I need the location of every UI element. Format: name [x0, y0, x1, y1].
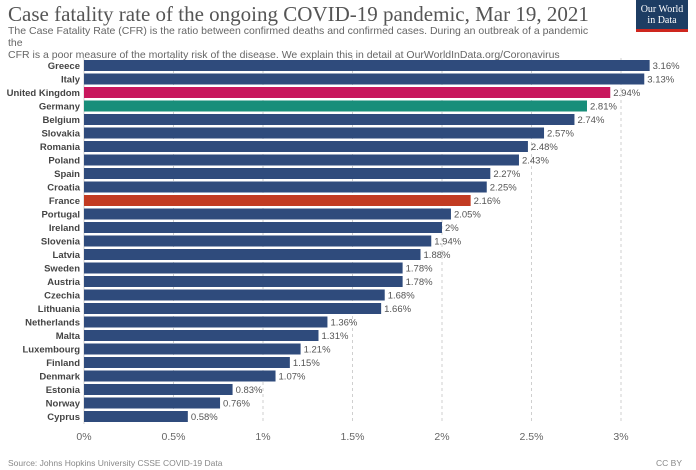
bar: [84, 343, 301, 355]
bar: [84, 370, 276, 382]
category-label: Slovakia: [41, 129, 80, 140]
value-label: 0.83%: [236, 385, 263, 396]
bar: [84, 154, 519, 166]
bar: [84, 100, 587, 112]
value-label: 0.76%: [223, 399, 250, 410]
value-label: 2.81%: [590, 102, 617, 113]
license-note: CC BY: [656, 458, 682, 468]
value-label: 1.78%: [406, 277, 433, 288]
logo-line-2: in Data: [647, 14, 677, 26]
value-label: 2.94%: [613, 88, 640, 99]
bar: [84, 303, 382, 314]
bar: [84, 262, 403, 274]
value-label: 2.16%: [474, 196, 501, 207]
category-label: Finland: [46, 358, 80, 369]
bar: [84, 181, 487, 193]
bar: [84, 168, 491, 179]
value-label: 3.13%: [647, 75, 674, 86]
value-label: 1.66%: [384, 304, 411, 315]
x-tick-label: 3%: [613, 431, 628, 443]
category-label: Croatia: [47, 183, 80, 194]
category-label: Romania: [40, 142, 81, 153]
x-tick-label: 0%: [76, 431, 91, 443]
value-label: 1.21%: [304, 345, 331, 356]
category-label: Latvia: [53, 250, 81, 261]
value-label: 1.07%: [279, 372, 306, 383]
category-label: Portugal: [41, 210, 80, 221]
value-label: 2.57%: [547, 129, 574, 140]
category-label: Cyprus: [47, 412, 80, 423]
subtitle-line-1: The Case Fatality Rate (CFR) is the rati…: [8, 25, 589, 49]
category-label: Germany: [39, 102, 81, 113]
bar: [84, 235, 432, 247]
value-label: 0.58%: [191, 412, 218, 423]
bar: [84, 60, 650, 71]
value-label: 2.48%: [531, 142, 558, 153]
bar: [84, 195, 471, 206]
category-label: Sweden: [44, 264, 80, 275]
bar: [84, 208, 451, 220]
bar: [84, 397, 221, 409]
chart-subtitle: The Case Fatality Rate (CFR) is the rati…: [8, 25, 598, 61]
category-label: France: [49, 196, 80, 207]
value-label: 2.74%: [577, 115, 604, 126]
category-label: Austria: [47, 277, 80, 288]
subtitle-line-2: CFR is a poor measure of the mortality r…: [8, 49, 560, 61]
bar: [84, 87, 611, 98]
bar: [84, 249, 421, 260]
value-label: 1.78%: [406, 264, 433, 275]
value-label: 1.36%: [330, 318, 357, 329]
category-label: Luxembourg: [22, 345, 80, 356]
bar: [84, 276, 403, 287]
source-note: Source: Johns Hopkins University CSSE CO…: [8, 458, 223, 468]
category-label: Estonia: [46, 385, 81, 396]
category-label: Denmark: [39, 372, 80, 383]
bar: [84, 411, 188, 422]
value-label: 1.94%: [434, 237, 461, 248]
x-tick-label: 2.5%: [520, 431, 544, 443]
bar: [84, 141, 528, 152]
value-label: 2.43%: [522, 156, 549, 167]
x-tick-label: 1.5%: [341, 431, 365, 443]
value-label: 1.68%: [388, 291, 415, 302]
bar: [84, 289, 385, 301]
value-label: 1.31%: [321, 331, 348, 342]
bar: [84, 73, 645, 85]
category-label: United Kingdom: [7, 88, 80, 99]
category-label: Italy: [61, 75, 81, 86]
chart-title: Case fatality rate of the ongoing COVID-…: [8, 2, 589, 26]
bar: [84, 127, 545, 139]
bar: [84, 114, 575, 125]
value-label: 2.05%: [454, 210, 481, 221]
value-label: 1.88%: [424, 250, 451, 261]
our-world-in-data-logo[interactable]: Our World in Data: [636, 0, 688, 32]
category-label: Poland: [48, 156, 80, 167]
category-label: Spain: [54, 169, 80, 180]
category-label: Netherlands: [25, 318, 80, 329]
category-label: Lithuania: [38, 304, 81, 315]
bar: [84, 357, 290, 368]
x-tick-label: 0.5%: [162, 431, 186, 443]
value-label: 1.15%: [293, 358, 320, 369]
category-label: Ireland: [49, 223, 80, 234]
value-label: 2%: [445, 223, 459, 234]
category-label: Belgium: [43, 115, 80, 126]
bar: [84, 384, 233, 395]
logo-line-1: Our World: [640, 3, 684, 15]
x-tick-label: 2%: [434, 431, 449, 443]
bar: [84, 316, 328, 328]
bar: [84, 222, 442, 233]
bar: [84, 330, 319, 341]
category-label: Malta: [56, 331, 81, 342]
category-label: Norway: [46, 399, 81, 410]
value-label: 3.16%: [653, 61, 680, 72]
category-label: Slovenia: [41, 237, 81, 248]
value-label: 2.27%: [493, 169, 520, 180]
x-tick-label: 1%: [255, 431, 270, 443]
value-label: 2.25%: [490, 183, 517, 194]
category-label: Czechia: [44, 291, 81, 302]
category-label: Greece: [48, 61, 80, 72]
